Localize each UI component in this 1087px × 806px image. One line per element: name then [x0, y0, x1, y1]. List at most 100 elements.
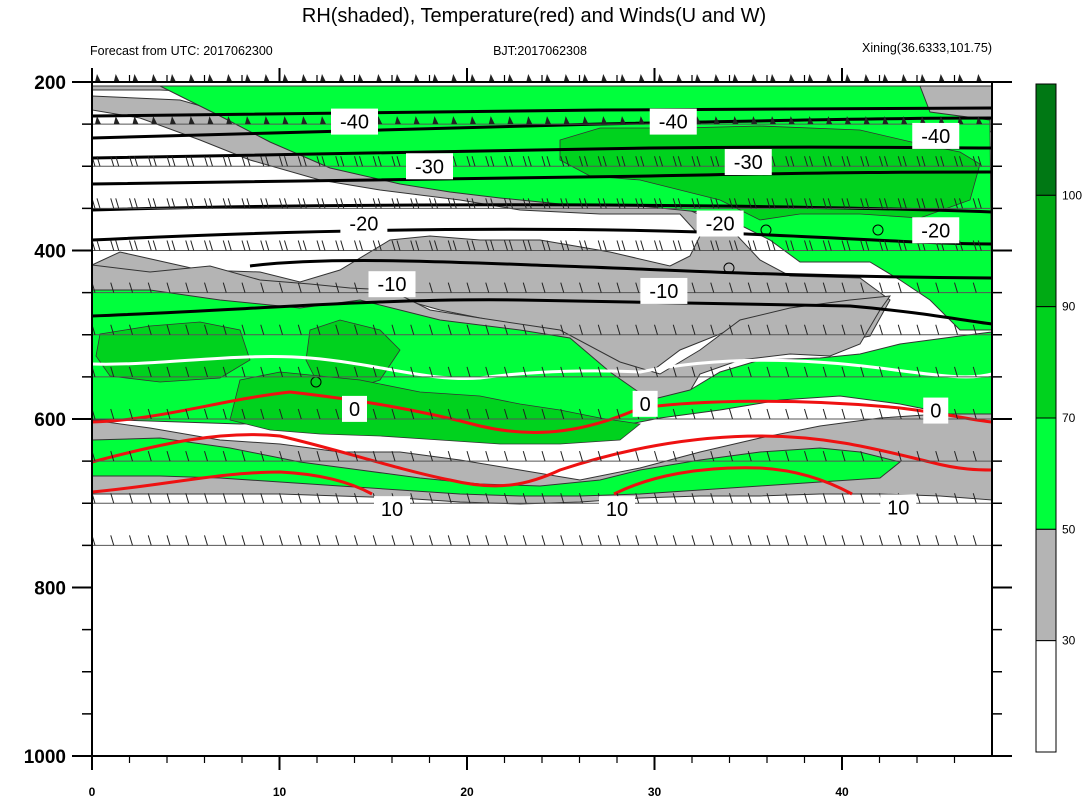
- wind-barb: [579, 408, 583, 420]
- wind-barb: [485, 156, 495, 167]
- wind-barb: [372, 156, 382, 167]
- left-string: Forecast from UTC: 2017062300: [90, 44, 273, 58]
- wind-barb: [879, 366, 883, 378]
- wind-barb: [129, 535, 133, 546]
- x-tick-label: 0: [89, 785, 96, 799]
- wind-barb: [954, 493, 958, 504]
- contour-label-text: -40: [921, 126, 950, 148]
- wind-barb: [354, 493, 358, 504]
- wind-barb: [972, 198, 982, 209]
- wind-barb: [826, 116, 833, 125]
- colorbar-box: [1035, 528, 1057, 642]
- wind-barb: [672, 198, 682, 209]
- wind-barb: [916, 493, 921, 504]
- wind-barb: [541, 282, 546, 293]
- colorbar-box: [1035, 640, 1057, 753]
- wind-barb: [804, 408, 808, 420]
- wind-barb: [432, 116, 439, 125]
- wind-barb: [188, 116, 195, 125]
- wind-barb: [204, 366, 208, 378]
- wind-barb: [410, 366, 415, 378]
- minor-marker: [760, 224, 772, 236]
- wind-barb: [466, 324, 471, 335]
- temp-contour-10-c: [91, 470, 373, 496]
- wind-barb: [879, 324, 883, 335]
- wind-barb: [841, 450, 846, 462]
- wind-barb: [638, 116, 645, 125]
- wind-barb: [129, 493, 133, 504]
- wind-barb: [245, 116, 251, 125]
- wind-barb: [691, 535, 696, 546]
- wind-barb: [676, 74, 683, 82]
- wind-barb: [504, 366, 508, 378]
- wind-barb: [222, 324, 227, 335]
- wind-barb: [654, 366, 658, 378]
- wind-barb: [916, 156, 926, 167]
- wind-barb: [316, 240, 326, 251]
- wind-barb: [860, 493, 865, 504]
- wind-barb: [860, 282, 865, 293]
- wind-barb: [391, 324, 396, 335]
- wind-barb: [132, 74, 139, 82]
- temp-contour-10-b: [91, 433, 993, 488]
- wind-barb: [620, 74, 626, 82]
- wind-barb: [785, 535, 790, 546]
- wind-barb: [635, 156, 645, 167]
- wind-barb: [241, 366, 246, 378]
- wind-barb: [785, 282, 790, 293]
- contour-label-text: -30: [734, 152, 763, 174]
- wind-barb: [901, 74, 908, 82]
- wind-barb: [560, 156, 570, 167]
- wind-barb: [766, 282, 771, 293]
- wind-barb: [429, 493, 433, 504]
- wind-barb: [691, 282, 696, 293]
- wind-barb: [241, 240, 251, 251]
- wind-barb: [788, 74, 795, 82]
- wind-barb: [616, 366, 621, 378]
- wind-barb: [466, 408, 471, 420]
- wind-barb: [616, 240, 626, 251]
- wind-barb: [166, 493, 171, 504]
- wind-barb: [807, 116, 814, 125]
- wind-barb: [335, 198, 345, 209]
- wind-barb: [504, 156, 513, 167]
- wind-barb: [597, 198, 607, 209]
- wind-barb: [732, 74, 739, 82]
- wind-barb: [579, 324, 583, 335]
- wind-barb: [954, 198, 963, 209]
- wind-barb: [429, 240, 438, 251]
- wind-barb: [635, 240, 645, 251]
- wind-barb: [938, 74, 945, 82]
- wind-barb: [822, 493, 827, 504]
- wind-barb: [241, 282, 246, 293]
- wind-barb: [804, 535, 808, 546]
- wind-barb: [185, 240, 195, 251]
- wind-barb: [507, 116, 514, 125]
- wind-barb: [410, 535, 415, 546]
- wind-barb: [710, 493, 715, 504]
- wind-barb: [747, 198, 757, 209]
- wind-barb: [635, 493, 640, 504]
- wind-barb: [822, 282, 827, 293]
- wind-barb: [672, 366, 677, 378]
- wind-barb: [129, 324, 133, 335]
- wind-barb: [879, 450, 883, 462]
- wind-barb: [279, 324, 283, 335]
- wind-barb: [860, 408, 865, 420]
- wind-barb: [860, 366, 865, 378]
- wind-barb: [222, 535, 227, 546]
- wind-barb: [916, 324, 921, 335]
- wind-barb: [770, 74, 776, 82]
- wind-barb: [391, 198, 401, 209]
- wind-barb: [522, 198, 532, 209]
- wind-barb: [860, 240, 870, 251]
- contour-label-text: -40: [659, 112, 688, 134]
- wind-barb: [226, 116, 233, 125]
- wind-barb: [729, 535, 733, 546]
- wind-barb: [372, 198, 382, 209]
- wind-barb: [601, 74, 608, 82]
- wind-barb: [972, 408, 977, 420]
- chart-title: RH(shaded), Temperature(red) and Winds(U…: [302, 5, 766, 27]
- wind-barb: [372, 366, 377, 378]
